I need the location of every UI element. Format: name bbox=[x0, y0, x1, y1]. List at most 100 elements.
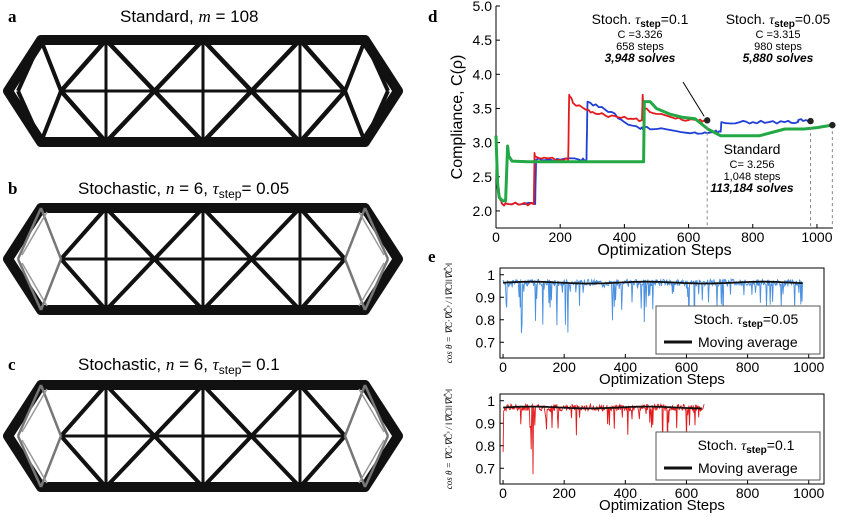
truss-member bbox=[298, 257, 347, 312]
truss-member bbox=[358, 262, 385, 307]
x-tick-label: 400 bbox=[613, 229, 637, 245]
truss-member bbox=[16, 258, 43, 311]
x-tick-label: 800 bbox=[736, 485, 760, 501]
truss-member bbox=[59, 383, 108, 438]
panel-c-title: Stochastic, n = 6, τstep= 0.1 bbox=[78, 355, 280, 377]
truss-member bbox=[358, 439, 385, 484]
panel-label-c: c bbox=[8, 355, 16, 374]
truss-member bbox=[363, 207, 390, 260]
series-moving-average bbox=[503, 405, 702, 410]
truss-member bbox=[363, 258, 390, 311]
series-moving-average bbox=[503, 280, 803, 285]
legend-box bbox=[655, 305, 821, 355]
x-tick-label: 1000 bbox=[793, 485, 824, 501]
truss-member bbox=[39, 384, 63, 437]
panel-label-d: d bbox=[428, 7, 438, 26]
y-tick-label: 0.9 bbox=[476, 289, 496, 305]
y-axis-label: cos θ = ∇C·∇Ĉˢ / ‖∇C‖‖∇Ĉˢ‖ bbox=[444, 263, 454, 364]
truss-member bbox=[358, 211, 385, 256]
legend-title: Stoch. τstep=0.1 bbox=[698, 437, 795, 456]
truss-a bbox=[3, 35, 403, 147]
y-tick-label: 2.0 bbox=[473, 203, 493, 219]
y-axis-label: cos θ = ∇C·∇Ĉˢ / ‖∇C‖‖∇Ĉˢ‖ bbox=[444, 389, 454, 490]
truss-member bbox=[16, 39, 43, 92]
truss-member bbox=[59, 206, 108, 261]
y-tick-label: 1 bbox=[487, 267, 495, 283]
panel-label-b: b bbox=[8, 179, 17, 198]
x-axis-label: Optimization Steps bbox=[599, 497, 725, 514]
truss-member bbox=[363, 384, 390, 437]
y-tick-label: 1 bbox=[487, 393, 495, 409]
truss-member bbox=[343, 258, 367, 311]
cosine-chart-top: 0.7 0.8 0.9 1 0 200 400 600 800 1000 Optimization … bbox=[444, 263, 825, 388]
x-axis-label: Optimization Steps bbox=[597, 242, 731, 259]
truss-member bbox=[298, 89, 347, 144]
panel-a: a Standard, m = 108 bbox=[8, 7, 258, 26]
panel-b: b Stochastic, n = 6, τstep= 0.05 bbox=[8, 179, 289, 201]
y-tick-label: 0.7 bbox=[476, 460, 496, 476]
legend-label: Moving average bbox=[698, 334, 798, 350]
truss-member bbox=[16, 207, 43, 260]
y-tick-label: 3.5 bbox=[473, 100, 493, 116]
x-axis-label: Optimization Steps bbox=[599, 371, 725, 388]
truss-member bbox=[358, 388, 385, 433]
series-noisy bbox=[502, 277, 804, 334]
truss-member bbox=[343, 384, 367, 437]
truss-member bbox=[16, 90, 43, 143]
endpoint-marker bbox=[807, 117, 814, 125]
truss-member bbox=[298, 206, 347, 261]
annotation-line: 1,048 steps bbox=[724, 171, 781, 183]
truss-member bbox=[343, 90, 367, 143]
compliance-chart: 2.0 2.5 3.0 3.5 4.0 4.5 5.0 0 200 400 600 800 1000 Op… bbox=[449, 0, 836, 259]
y-tick-label: 2.5 bbox=[473, 169, 493, 185]
annotation-title: Stoch. τstep=0.05 bbox=[726, 11, 831, 30]
x-tick-label: 0 bbox=[492, 229, 500, 245]
truss-member bbox=[343, 435, 367, 488]
truss-member bbox=[59, 89, 108, 144]
truss-member bbox=[21, 439, 48, 484]
truss-member bbox=[39, 435, 63, 488]
truss-member bbox=[39, 258, 63, 311]
annotation-line: 658 steps bbox=[616, 41, 664, 53]
annotation-line: 113,184 solves bbox=[710, 181, 794, 195]
truss-member bbox=[363, 435, 390, 488]
x-tick-label: 0 bbox=[499, 359, 507, 375]
truss-member bbox=[363, 90, 390, 143]
truss-member bbox=[39, 90, 63, 143]
truss-member bbox=[298, 434, 347, 489]
truss-member bbox=[363, 39, 390, 92]
x-tick-label: 600 bbox=[675, 485, 699, 501]
truss-member bbox=[21, 388, 48, 433]
panel-b-title: Stochastic, n = 6, τstep= 0.05 bbox=[78, 179, 289, 201]
annotation-title: Standard bbox=[724, 141, 781, 157]
annotation-line: 980 steps bbox=[754, 41, 802, 53]
annotation-line: C =3.326 bbox=[618, 29, 663, 41]
truss-member bbox=[16, 384, 43, 437]
y-tick-label: 0.9 bbox=[476, 415, 496, 431]
y-tick-label: 4.0 bbox=[473, 66, 493, 82]
annotation-line: 5,880 solves bbox=[743, 51, 814, 65]
truss-member bbox=[21, 211, 48, 256]
truss-member bbox=[343, 207, 367, 260]
x-tick-label: 600 bbox=[677, 229, 701, 245]
x-tick-label: 800 bbox=[741, 229, 765, 245]
cosine-chart-bottom: 0.7 0.8 0.9 1 0 200 400 600 800 1000 Optimization … bbox=[444, 389, 825, 514]
annotation-title: Stoch. τstep=0.1 bbox=[592, 11, 689, 30]
endpoint-marker bbox=[829, 121, 836, 129]
series-red bbox=[495, 93, 709, 207]
truss-b bbox=[3, 203, 403, 315]
panel-label-a: a bbox=[8, 7, 17, 26]
truss-member bbox=[39, 39, 63, 92]
truss-member bbox=[298, 38, 347, 93]
truss-c bbox=[3, 380, 403, 492]
x-tick-label: 1000 bbox=[801, 229, 832, 245]
y-axis-label: Compliance, C(ρ) bbox=[449, 55, 466, 180]
panel-label-e: e bbox=[428, 247, 436, 266]
y-tick-label: 5.0 bbox=[473, 0, 493, 14]
plot-frame bbox=[499, 393, 825, 485]
truss-member bbox=[39, 207, 63, 260]
truss-member bbox=[59, 38, 108, 93]
truss-member bbox=[59, 257, 108, 312]
x-tick-label: 200 bbox=[549, 229, 573, 245]
